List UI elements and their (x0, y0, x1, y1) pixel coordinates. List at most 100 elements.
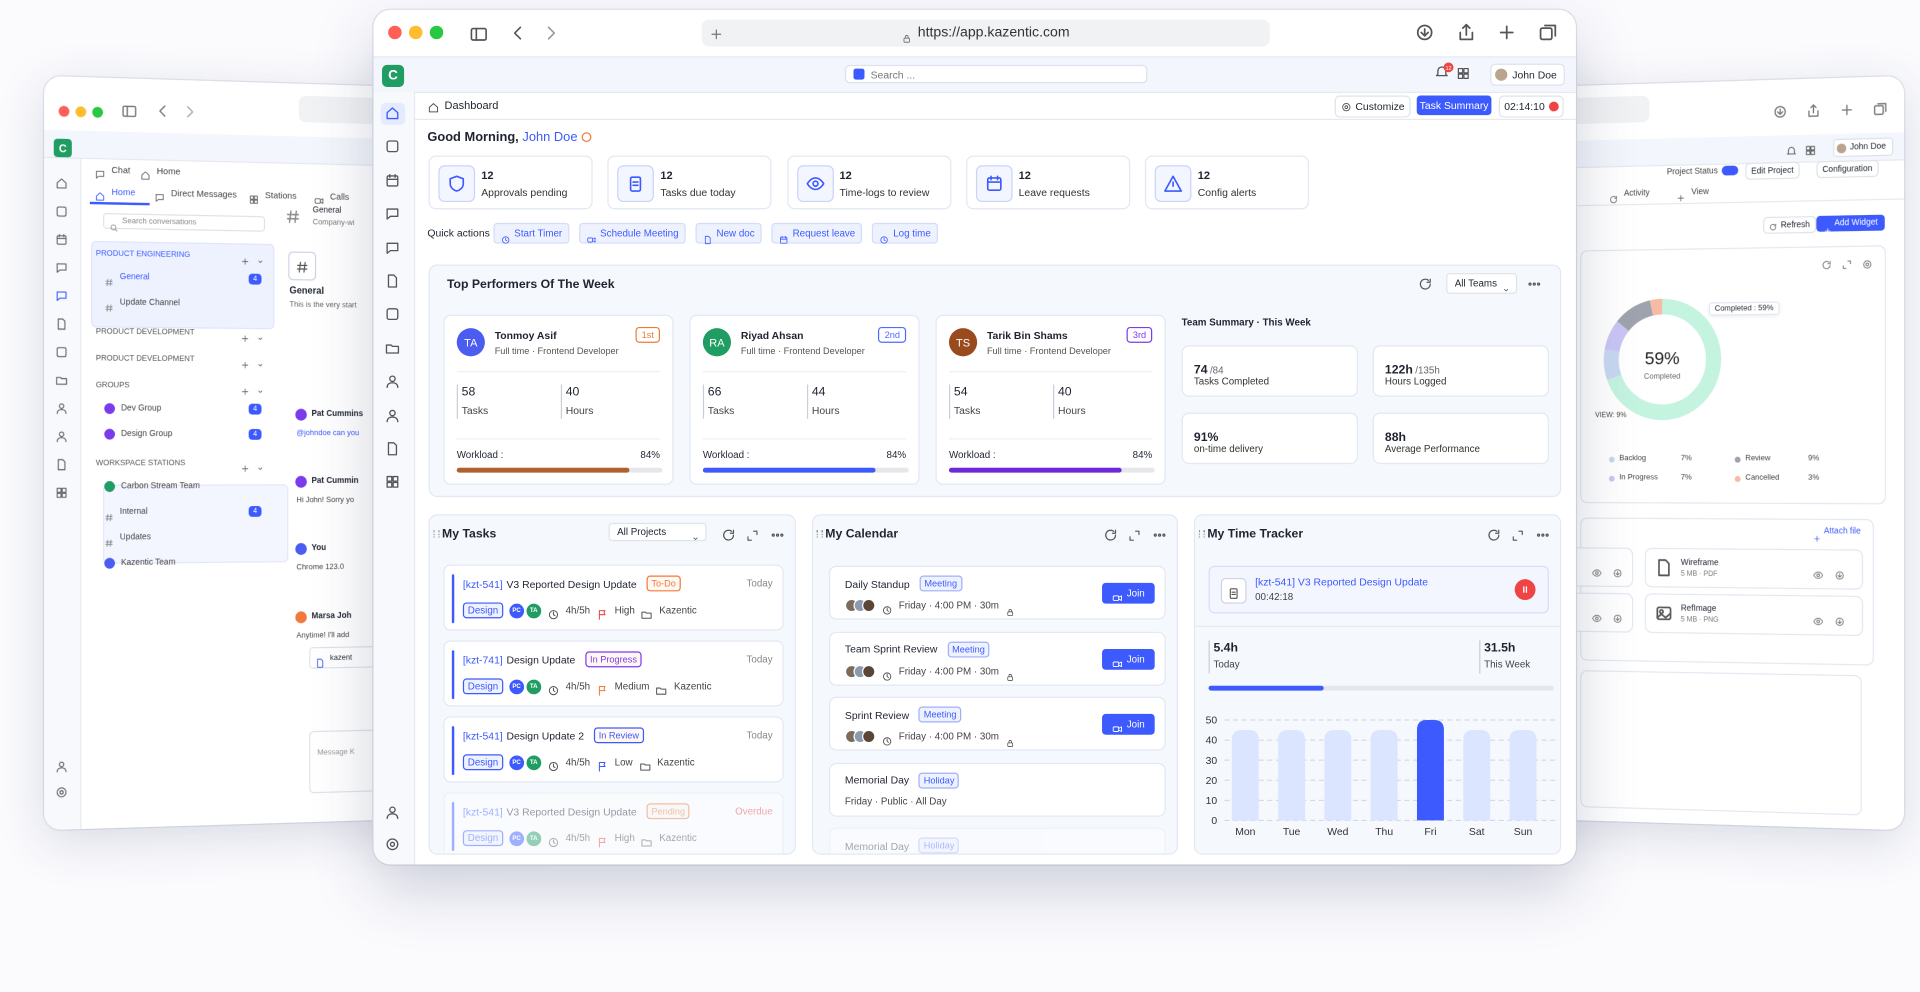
icon[interactable] (1128, 527, 1141, 540)
task-card[interactable]: [kzt-541] V3 Reported Design Update Pendin… (443, 792, 783, 854)
icon[interactable] (1537, 22, 1558, 43)
icon[interactable] (1511, 527, 1524, 540)
icon[interactable] (1517, 582, 1533, 598)
timer[interactable]: 02:14:10 (1499, 96, 1564, 118)
icon[interactable] (384, 474, 400, 490)
user-pill[interactable]: John Doe (1490, 64, 1565, 86)
icon[interactable] (384, 240, 400, 256)
icon[interactable] (256, 458, 265, 468)
icon[interactable] (1805, 141, 1817, 153)
icon[interactable] (384, 105, 400, 121)
icon[interactable] (1456, 65, 1471, 80)
event-card[interactable]: Team Sprint Review Meeting Friday · 4:00 P… (829, 631, 1166, 685)
channel[interactable]: Update Channel (104, 297, 180, 308)
icon[interactable] (256, 251, 265, 261)
icon[interactable] (55, 484, 68, 497)
icon[interactable] (55, 783, 68, 797)
icon[interactable] (1772, 104, 1787, 120)
join-button[interactable]: Join (1102, 583, 1155, 604)
icon[interactable] (384, 374, 400, 390)
icon[interactable] (1418, 276, 1433, 291)
icon[interactable] (55, 427, 68, 440)
icon[interactable] (1839, 102, 1855, 118)
icon[interactable] (1821, 255, 1832, 266)
stat-card[interactable]: 12 Tasks due today (608, 156, 772, 210)
icon[interactable] (1834, 611, 1845, 622)
icon[interactable] (1612, 608, 1622, 619)
icon[interactable] (1862, 254, 1873, 265)
icon[interactable] (55, 174, 68, 188)
stat-card[interactable]: 12 Approvals pending (429, 156, 593, 210)
icon[interactable] (1842, 254, 1853, 265)
icon[interactable] (384, 172, 400, 188)
icon[interactable] (55, 343, 68, 357)
icon[interactable] (508, 23, 528, 43)
refresh-button[interactable]: Refresh (1763, 216, 1816, 234)
channel[interactable]: Internal (104, 506, 147, 516)
team-filter[interactable]: All Teams (1446, 273, 1516, 294)
icon[interactable] (541, 23, 561, 43)
quick-action[interactable]: Start Timer (493, 223, 569, 244)
join-button[interactable]: Join (1102, 714, 1155, 735)
icon[interactable] (770, 527, 785, 542)
icon[interactable] (1455, 22, 1476, 43)
channel[interactable]: Dev Group (104, 403, 161, 414)
channel[interactable]: Design Group (104, 429, 172, 440)
quick-action[interactable]: Request leave (772, 223, 863, 244)
icon[interactable] (121, 103, 138, 120)
project-status-toggle[interactable] (1722, 166, 1738, 176)
icon[interactable] (721, 527, 736, 542)
icon[interactable] (1834, 565, 1845, 576)
icon[interactable] (55, 202, 68, 216)
icon[interactable] (1592, 563, 1602, 574)
icon[interactable] (55, 757, 68, 771)
window-control[interactable] (75, 106, 86, 117)
attach-file-link[interactable]: Attach file (1813, 527, 1861, 536)
icon[interactable] (154, 102, 171, 119)
stat-card[interactable]: 12 Leave requests (966, 156, 1130, 210)
icon[interactable] (709, 26, 724, 41)
icon[interactable] (182, 103, 199, 120)
icon[interactable] (384, 206, 400, 222)
icon[interactable] (1536, 527, 1551, 542)
task-card[interactable]: [kzt-741] Design Update In Progress Today De… (443, 640, 783, 706)
event-card[interactable]: Daily Standup Meeting Friday · 4:00 PM · 3… (829, 566, 1166, 620)
icon[interactable] (384, 804, 400, 820)
user-pill[interactable]: John Doe (1833, 137, 1893, 157)
stat-card[interactable]: 12 Time-logs to review (787, 156, 951, 210)
channel[interactable]: Carbon Stream Team (104, 481, 200, 492)
icon[interactable] (1813, 565, 1824, 576)
channel[interactable]: Kazentic Team (104, 557, 175, 569)
event-card[interactable]: Sprint Review Meeting Friday · 4:00 PM · 3… (829, 697, 1166, 751)
quick-action[interactable]: New doc (696, 223, 762, 244)
icon[interactable] (240, 328, 249, 338)
icon[interactable] (256, 381, 265, 391)
icon[interactable] (240, 458, 249, 468)
channel[interactable]: Updates (104, 532, 151, 542)
task-summary-button[interactable]: Task Summary (1417, 96, 1492, 116)
file-card[interactable] (1570, 547, 1633, 587)
icon[interactable] (256, 354, 265, 364)
icon[interactable] (1806, 103, 1821, 119)
icon[interactable] (55, 456, 68, 469)
icon[interactable] (1414, 22, 1435, 43)
search-box[interactable]: Search ... (845, 65, 1147, 83)
quick-action[interactable]: Schedule Meeting (579, 223, 686, 244)
channel[interactable]: General (104, 271, 149, 281)
icon[interactable] (1103, 527, 1118, 542)
icon[interactable] (384, 139, 400, 155)
icon[interactable] (1785, 141, 1797, 153)
icon[interactable] (55, 371, 68, 385)
icon[interactable] (55, 399, 68, 413)
icon[interactable] (1152, 527, 1167, 542)
add-widget-button[interactable]: Add Widget (1816, 215, 1885, 232)
icon[interactable] (55, 259, 68, 273)
icon[interactable] (1612, 563, 1622, 574)
task-card[interactable]: [kzt-541] V3 Reported Design Update To-Do T… (443, 564, 783, 630)
configuration-button[interactable]: Configuration (1816, 160, 1878, 178)
window-control[interactable] (430, 26, 443, 39)
stat-card[interactable]: 12 Config alerts (1145, 156, 1309, 210)
conversation-search[interactable]: Search conversations (103, 213, 265, 232)
icon[interactable] (55, 287, 68, 301)
icon[interactable] (240, 381, 249, 391)
